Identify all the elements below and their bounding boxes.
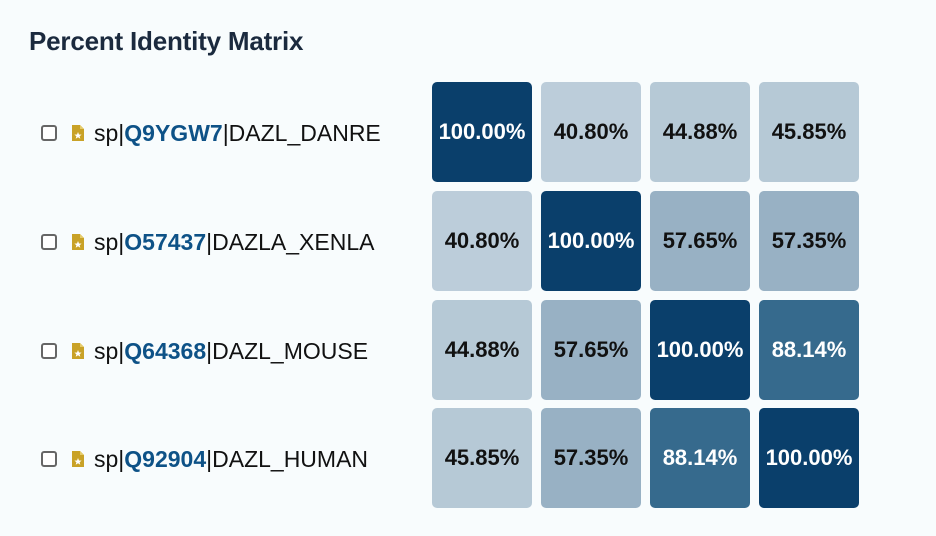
swissprot-icon bbox=[72, 451, 84, 467]
identity-cell: 57.65% bbox=[541, 300, 641, 400]
accession-link[interactable]: Q64368 bbox=[124, 337, 207, 364]
identity-cell: 57.65% bbox=[650, 191, 750, 291]
identity-cell: 44.88% bbox=[432, 300, 532, 400]
row-prefix: sp| bbox=[94, 119, 125, 146]
accession-link[interactable]: O57437 bbox=[124, 228, 207, 255]
row-prefix: sp| bbox=[94, 228, 125, 255]
identity-cell: 40.80% bbox=[541, 82, 641, 182]
identity-cell: 45.85% bbox=[432, 408, 532, 508]
row-checkbox[interactable] bbox=[41, 451, 57, 467]
sequence-row-label: sp| O57437 |DAZLA_XENLA bbox=[41, 192, 374, 292]
accession-link[interactable]: Q92904 bbox=[124, 445, 207, 472]
identity-cell: 40.80% bbox=[432, 191, 532, 291]
row-checkbox[interactable] bbox=[41, 125, 57, 141]
identity-cell: 100.00% bbox=[541, 191, 641, 291]
row-entry-name: |DAZL_HUMAN bbox=[206, 445, 369, 472]
row-checkbox[interactable] bbox=[41, 343, 57, 359]
identity-cell: 100.00% bbox=[759, 408, 859, 508]
identity-cell: 57.35% bbox=[759, 191, 859, 291]
identity-cell: 44.88% bbox=[650, 82, 750, 182]
swissprot-icon bbox=[72, 343, 84, 359]
page-title: Percent Identity Matrix bbox=[29, 26, 304, 56]
row-entry-name: |DAZL_MOUSE bbox=[206, 337, 369, 364]
swissprot-icon bbox=[72, 125, 84, 141]
sequence-row-label: sp| Q64368 |DAZL_MOUSE bbox=[41, 301, 368, 401]
row-entry-name: |DAZLA_XENLA bbox=[206, 228, 375, 255]
row-prefix: sp| bbox=[94, 445, 125, 472]
identity-cell: 88.14% bbox=[650, 408, 750, 508]
sequence-row-label: sp| Q9YGW7 |DAZL_DANRE bbox=[41, 83, 381, 183]
swissprot-icon bbox=[72, 234, 84, 250]
identity-cell: 57.35% bbox=[541, 408, 641, 508]
identity-cell: 100.00% bbox=[432, 82, 532, 182]
identity-cell: 45.85% bbox=[759, 82, 859, 182]
row-prefix: sp| bbox=[94, 337, 125, 364]
accession-link[interactable]: Q9YGW7 bbox=[124, 119, 223, 146]
identity-cell: 88.14% bbox=[759, 300, 859, 400]
identity-cell: 100.00% bbox=[650, 300, 750, 400]
row-entry-name: |DAZL_DANRE bbox=[222, 119, 381, 146]
sequence-row-label: sp| Q92904 |DAZL_HUMAN bbox=[41, 409, 368, 509]
row-checkbox[interactable] bbox=[41, 234, 57, 250]
